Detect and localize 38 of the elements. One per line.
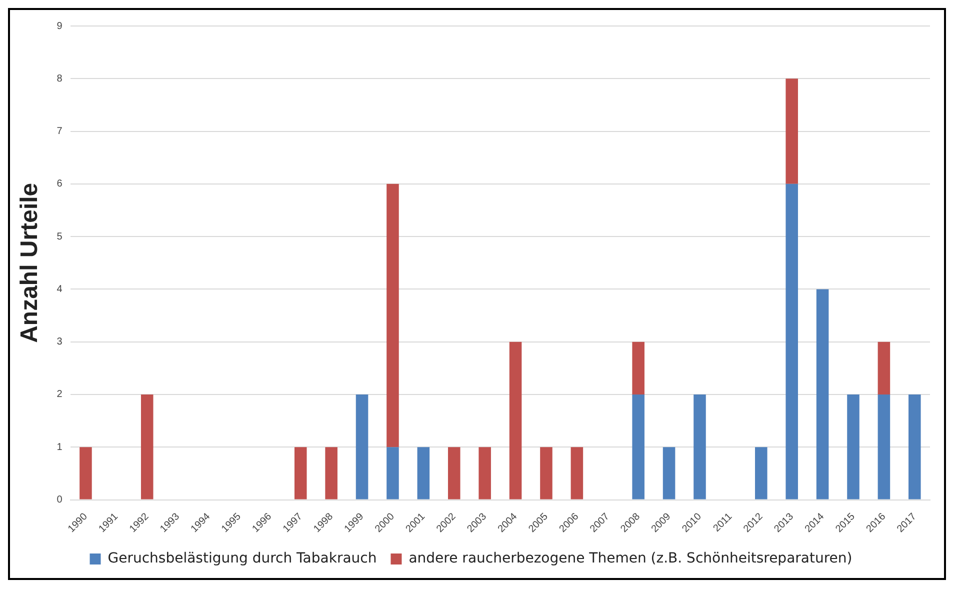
bar	[386, 447, 399, 500]
y-tick-label: 5	[56, 231, 63, 242]
y-tick-label: 7	[56, 126, 63, 138]
bar	[140, 394, 154, 500]
bar	[908, 394, 921, 500]
bar	[80, 447, 92, 500]
bar	[878, 342, 890, 394]
bar	[509, 342, 522, 500]
legend-label: andere raucherbezogene Themen (z.B. Schönheitsreparaturen)	[408, 550, 852, 567]
y-tick-label: 1	[56, 442, 63, 453]
bar	[694, 394, 706, 500]
bar	[356, 394, 368, 500]
y-tick-label: 8	[56, 73, 63, 84]
legend-label: Geruchsbelästigung durch Tabakrauch	[108, 550, 377, 567]
bar	[632, 342, 644, 394]
bar	[386, 184, 399, 448]
bar	[417, 447, 430, 500]
bar	[878, 394, 890, 500]
y-tick-label: 6	[56, 178, 63, 190]
bar	[570, 447, 584, 500]
bar	[786, 184, 798, 500]
bar	[540, 447, 552, 500]
bar	[662, 447, 676, 500]
bar	[294, 447, 307, 500]
bar	[786, 78, 798, 184]
y-axis-title: Anzahl Urteile	[16, 182, 44, 343]
y-tick-label: 2	[56, 389, 63, 400]
bar	[325, 447, 338, 500]
bar	[448, 447, 460, 500]
y-tick-label: 0	[56, 494, 63, 506]
bar	[816, 289, 829, 500]
bar	[847, 394, 860, 500]
bar	[755, 447, 768, 500]
y-tick-label: 4	[56, 284, 63, 295]
y-tick-label: 3	[56, 336, 63, 348]
y-tick-label: 9	[56, 20, 63, 32]
bar	[632, 394, 644, 500]
bar	[478, 447, 491, 500]
